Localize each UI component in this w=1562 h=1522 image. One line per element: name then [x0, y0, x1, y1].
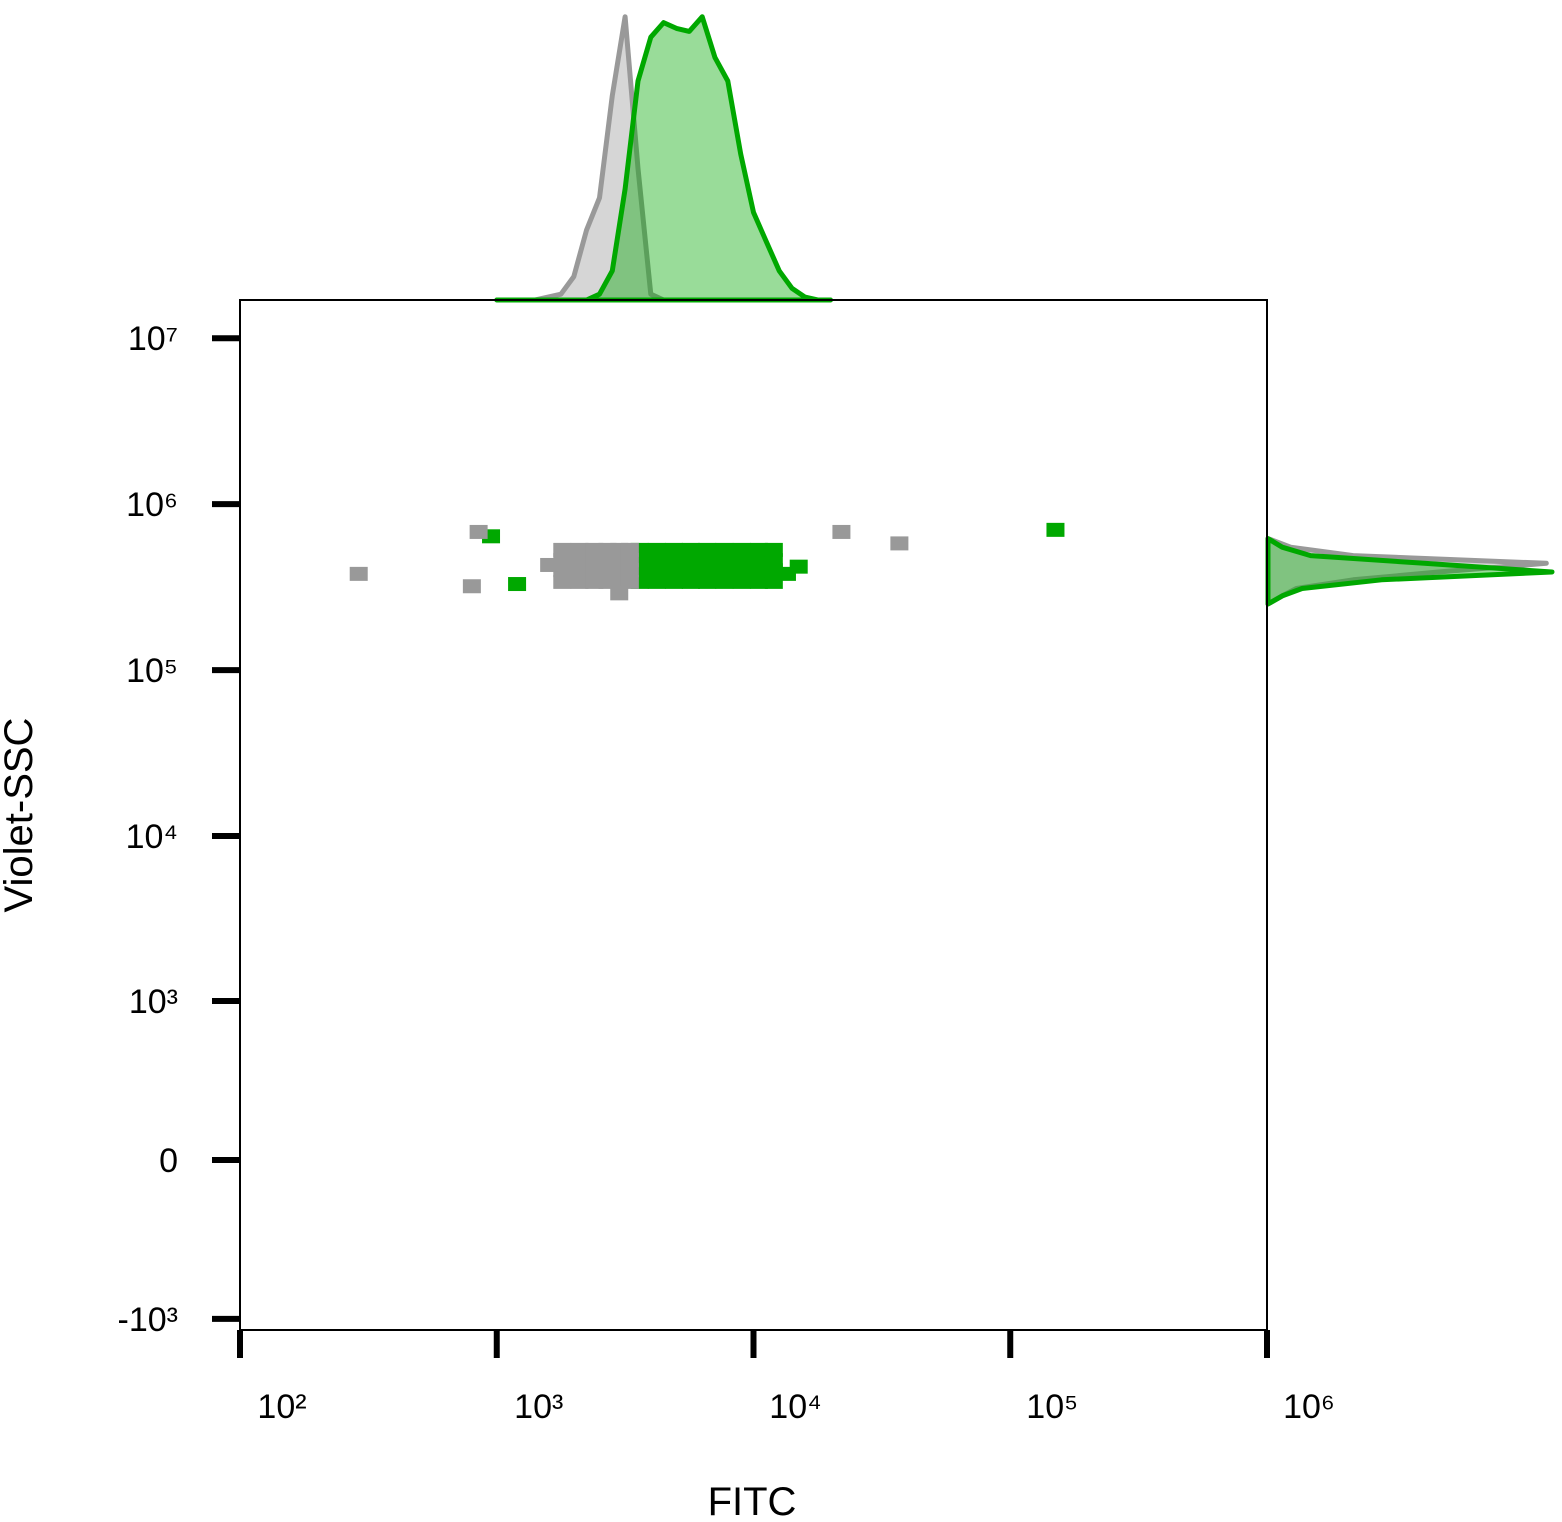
point [508, 577, 527, 592]
point [469, 524, 488, 539]
point [715, 542, 734, 557]
point [715, 574, 734, 589]
point [647, 574, 666, 589]
point [610, 586, 629, 601]
point [764, 542, 783, 557]
point [698, 574, 717, 589]
y-tick-label: 10⁴ [126, 818, 178, 856]
y-tick-label: 10⁷ [128, 320, 178, 358]
y-tick-label: 10⁵ [126, 652, 178, 690]
point [681, 542, 700, 557]
x-tick-label: 10⁴ [769, 1388, 821, 1426]
point [890, 536, 909, 551]
x-tick-label: 10⁶ [1283, 1388, 1335, 1426]
x-tick-label: 10³ [514, 1388, 563, 1426]
point [553, 574, 572, 589]
x-tick-label: 10⁵ [1026, 1388, 1078, 1426]
point [1046, 522, 1065, 537]
point [462, 579, 481, 594]
point [570, 542, 589, 557]
point [749, 574, 768, 589]
point [732, 574, 751, 589]
y-tick-label: 10⁶ [126, 486, 178, 524]
y-tick-label: 0 [159, 1142, 178, 1180]
histogram [494, 14, 833, 303]
point [832, 524, 851, 539]
x-tick-label: 10² [257, 1388, 306, 1426]
point [620, 542, 639, 557]
point [681, 574, 700, 589]
histogram [1265, 536, 1555, 607]
y-tick-label: -10³ [118, 1301, 178, 1339]
point [540, 557, 559, 572]
point [698, 542, 717, 557]
plot-frame [239, 299, 1268, 1331]
point [620, 574, 639, 589]
y-tick-label: 10³ [129, 983, 178, 1021]
x-axis-label: FITC [708, 1480, 797, 1517]
point [553, 542, 572, 557]
point [647, 542, 666, 557]
point [732, 542, 751, 557]
point [349, 566, 368, 581]
point [749, 542, 768, 557]
point [570, 574, 589, 589]
point [789, 559, 808, 574]
point [664, 542, 683, 557]
point [664, 574, 683, 589]
y-axis-label: Violet-SSC [0, 718, 41, 913]
